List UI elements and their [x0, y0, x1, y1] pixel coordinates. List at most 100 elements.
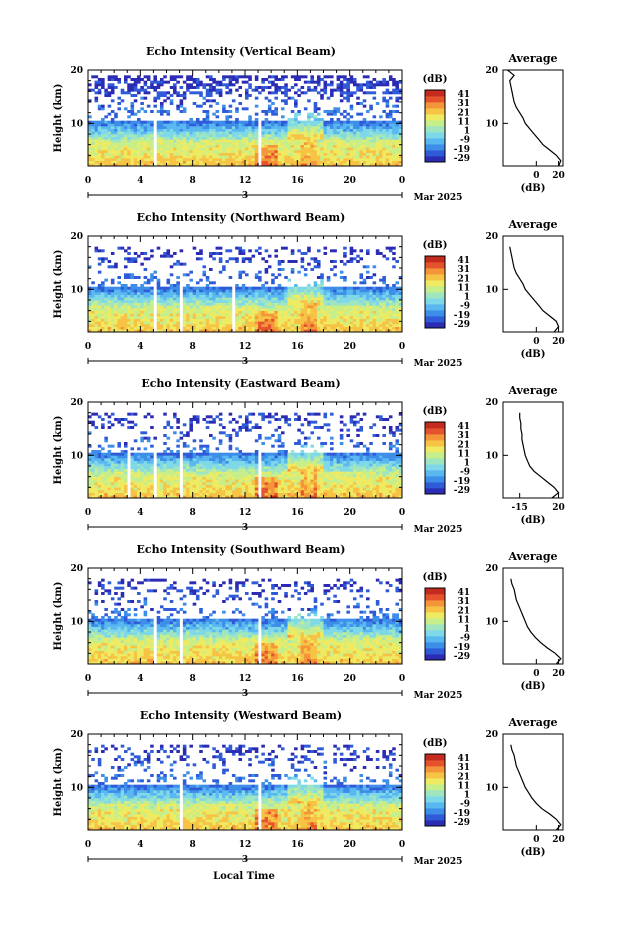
heatmap-cell — [251, 292, 256, 295]
heatmap-cell — [153, 104, 157, 108]
heatmap-cell — [143, 313, 148, 317]
heatmap-cell — [297, 249, 301, 253]
heatmap-cell — [382, 78, 386, 81]
heatmap-cell — [199, 286, 203, 290]
heatmap-cell — [248, 115, 252, 119]
heatmap-cell — [107, 476, 112, 480]
heatmap-cell — [110, 412, 115, 416]
heatmap-cell — [352, 147, 357, 151]
heatmap-cell — [277, 310, 282, 314]
heatmap-cell — [303, 139, 308, 143]
heatmap-cell — [104, 313, 108, 317]
heatmap-cell — [173, 452, 177, 456]
heatmap-cell — [88, 126, 92, 129]
heatmap-cell — [264, 297, 269, 301]
heatmap-cell — [271, 292, 275, 295]
heatmap-cell — [277, 308, 282, 311]
heatmap-cell — [143, 142, 148, 145]
heatmap-cell — [120, 88, 125, 92]
heatmap-cell — [238, 313, 243, 317]
heatmap-cell — [186, 308, 190, 311]
heatmap-cell — [366, 276, 370, 279]
heatmap-cell — [343, 318, 347, 322]
heatmap-cell — [209, 104, 213, 108]
heatmap-cell — [88, 150, 92, 153]
heatmap-cell — [166, 147, 171, 151]
heatmap-cell — [101, 316, 105, 319]
heatmap-cell — [110, 476, 115, 480]
heatmap-cell — [195, 305, 200, 309]
heatmap-cell — [330, 147, 334, 151]
heatmap-cell — [264, 112, 269, 116]
heatmap-cell — [300, 318, 305, 322]
heatmap-cell — [284, 102, 288, 105]
heatmap-cell — [120, 163, 125, 167]
heatmap-cell — [267, 254, 272, 258]
heatmap-cell — [110, 474, 115, 477]
heatmap-cell — [117, 147, 122, 151]
heatmap-cell — [382, 110, 386, 113]
heatmap-cell — [101, 123, 105, 127]
heatmap-cell — [346, 78, 350, 81]
heatmap-cell — [110, 294, 115, 298]
heatmap-cell — [107, 292, 112, 295]
heatmap-cell — [215, 120, 220, 124]
heatmap-cell — [130, 147, 135, 151]
heatmap-cell — [199, 329, 203, 333]
heatmap-cell — [182, 442, 187, 445]
heatmap-cell — [238, 150, 243, 153]
heatmap-cell — [303, 80, 308, 84]
heatmap-cell — [110, 321, 115, 325]
heatmap-cell — [366, 128, 370, 132]
heatmap-cell — [209, 158, 213, 161]
heatmap-cell — [392, 246, 396, 250]
heatmap-cell — [261, 136, 265, 140]
heatmap-cell — [140, 128, 144, 132]
heatmap-cell — [107, 94, 112, 97]
heatmap-cell — [320, 297, 324, 301]
heatmap-cell — [97, 302, 102, 306]
heatmap-cell — [359, 329, 364, 333]
heatmap-cell — [173, 284, 177, 287]
heatmap-cell — [254, 123, 259, 127]
heatmap-cell — [150, 452, 154, 456]
heatmap-cell — [101, 324, 105, 327]
heatmap-cell — [192, 471, 197, 475]
heatmap-cell — [146, 297, 151, 301]
heatmap-cell — [346, 260, 350, 263]
heatmap-cell — [385, 246, 390, 250]
heatmap-cell — [182, 423, 187, 427]
heatmap-cell — [91, 423, 95, 427]
heatmap-cell — [245, 313, 249, 317]
heatmap-cell — [254, 329, 259, 333]
heatmap-cell — [290, 110, 295, 113]
heatmap-cell — [290, 150, 295, 153]
heatmap-cell — [280, 313, 285, 317]
x-tick-label: 8 — [190, 342, 196, 352]
heatmap-cell — [300, 308, 305, 311]
heatmap-cell — [225, 289, 229, 293]
heatmap-cell — [267, 80, 272, 84]
heatmap-cell — [137, 321, 141, 325]
heatmap-cell — [307, 88, 311, 92]
heatmap-cell — [97, 484, 102, 488]
heatmap-cell — [169, 265, 174, 269]
heatmap-cell — [297, 160, 301, 164]
heatmap-cell — [110, 471, 115, 475]
heatmap-cell — [186, 484, 190, 488]
heatmap-cell — [346, 134, 350, 137]
heatmap-cell — [277, 289, 282, 293]
heatmap-cell — [133, 460, 138, 464]
heatmap-cell — [251, 128, 256, 132]
heatmap-cell — [97, 163, 102, 167]
heatmap-cell — [192, 321, 197, 325]
heatmap-cell — [94, 294, 99, 298]
heatmap-cell — [182, 150, 187, 153]
heatmap-cell — [159, 484, 164, 488]
heatmap-cell — [352, 297, 357, 301]
heatmap-cell — [169, 479, 174, 483]
heatmap-cell — [212, 310, 216, 314]
heatmap-cell — [310, 75, 314, 79]
heatmap-cell — [176, 91, 180, 95]
heatmap-cell — [356, 131, 360, 135]
